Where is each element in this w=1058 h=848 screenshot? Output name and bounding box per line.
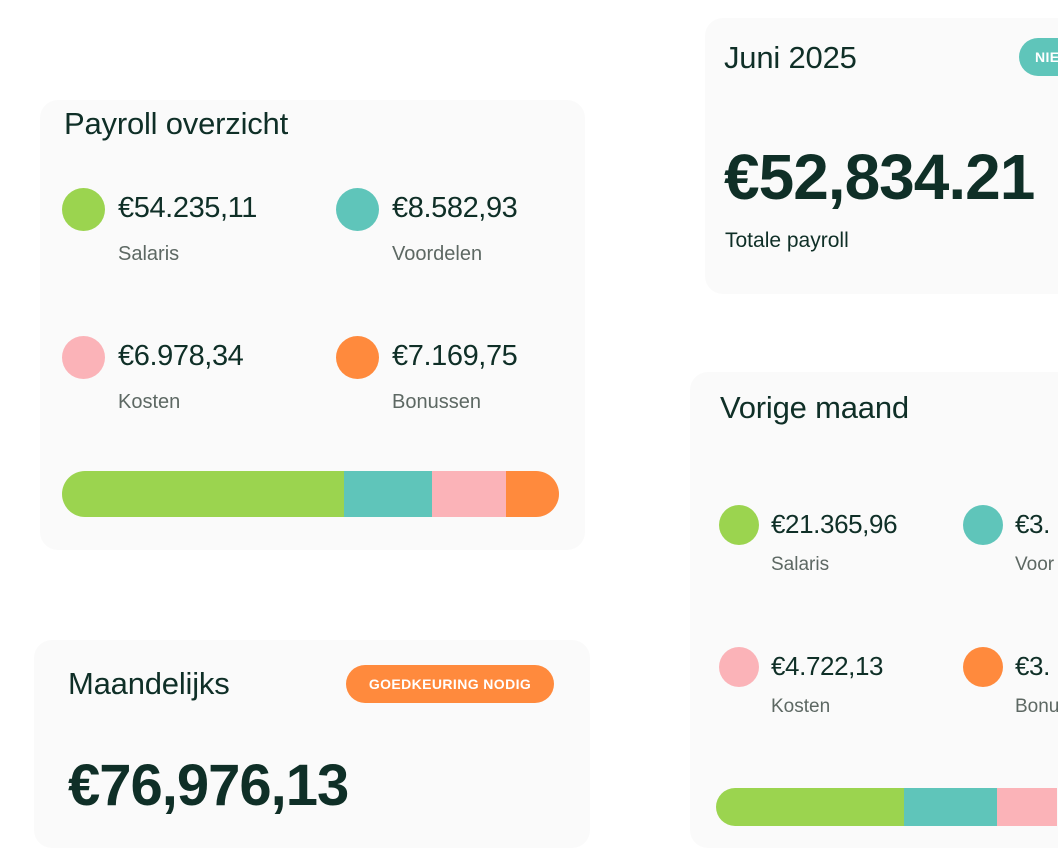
bonussen-amount: €3. [1015, 651, 1050, 681]
salaris-segment [716, 788, 904, 826]
voordelen-amount: €8.582,93 [392, 192, 518, 224]
payroll-distribution-bar [716, 788, 1057, 826]
voordelen-amount: €3. [1015, 509, 1050, 539]
monthly-total: €76,976,13 [68, 753, 349, 818]
kosten-label: Kosten [118, 391, 181, 413]
voordelen-dot [336, 188, 379, 231]
salaris-amount: €21.365,96 [771, 509, 898, 539]
salaris-amount: €54.235,11 [118, 192, 257, 224]
kosten-dot [719, 647, 759, 687]
salaris-segment [62, 471, 345, 517]
kosten-amount: €6.978,34 [118, 340, 244, 372]
previous-month-card: Vorige maand €21.365,96 Salaris €3. Voor… [690, 372, 1058, 848]
kosten-dot [62, 336, 105, 379]
bonussen-dot [963, 647, 1003, 687]
june-card: Juni 2025 NIE €52,834.21 Totale payroll [705, 18, 1058, 294]
bonussen-dot [336, 336, 379, 379]
card-title: Vorige maand [720, 390, 909, 425]
salaris-dot [62, 188, 105, 231]
voordelen-segment [903, 788, 997, 826]
kosten-amount: €4.722,13 [771, 651, 884, 681]
card-title: Juni 2025 [724, 40, 857, 75]
kosten-segment [432, 471, 507, 517]
monthly-card: Maandelijks GOEDKEURING NODIG €76,976,13 [34, 640, 590, 848]
voordelen-label: Voordelen [392, 243, 483, 265]
bonussen-label: Bonu [1015, 696, 1058, 717]
payroll-distribution-bar [62, 471, 559, 517]
total-payroll-label: Totale payroll [725, 229, 849, 252]
bonussen-segment [506, 471, 559, 517]
salaris-dot [719, 505, 759, 545]
voordelen-label: Voor [1015, 554, 1055, 575]
kosten-segment [996, 788, 1057, 826]
bonussen-label: Bonussen [392, 391, 481, 413]
voordelen-dot [963, 505, 1003, 545]
kosten-label: Kosten [771, 696, 831, 717]
payroll-overview-card: Payroll overzicht €54.235,11 Salaris €8.… [40, 100, 585, 550]
total-payroll-amount: €52,834.21 [724, 141, 1035, 213]
card-title: Payroll overzicht [64, 106, 289, 141]
salaris-label: Salaris [118, 243, 180, 265]
status-badge[interactable]: NIE [1019, 38, 1058, 76]
voordelen-segment [344, 471, 433, 517]
bonussen-amount: €7.169,75 [392, 340, 518, 372]
card-title: Maandelijks [68, 666, 230, 701]
salaris-label: Salaris [771, 554, 830, 575]
approval-needed-badge[interactable]: GOEDKEURING NODIG [346, 665, 554, 703]
